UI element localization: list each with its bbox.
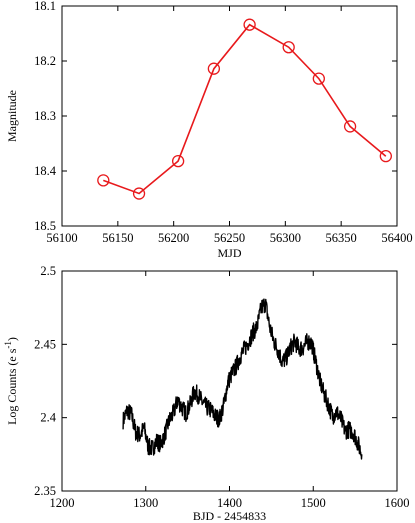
counts-line — [122, 298, 363, 460]
magnitude-point — [282, 41, 295, 54]
magnitude-line — [103, 23, 387, 195]
y-tick-label: 18.2 — [34, 54, 56, 68]
magnitude-point — [97, 174, 110, 187]
y-tick-label: 2.5 — [40, 264, 56, 278]
x-tick-label: 56100 — [46, 231, 77, 245]
x-tick-label: 56350 — [326, 231, 357, 245]
counts-y-axis-label-main: Log Counts (e — [5, 356, 19, 425]
magnitude-point — [243, 18, 256, 31]
magnitude-point — [379, 149, 392, 163]
magnitude-series — [97, 18, 392, 200]
y-tick-label: 2.45 — [34, 337, 56, 351]
magnitude-y-axis-label: Magnitude — [5, 90, 19, 142]
x-tick-label: 56400 — [381, 231, 412, 245]
counts-x-axis-label: BJD - 2454833 — [193, 509, 266, 523]
magnitude-point — [132, 187, 146, 200]
magnitude-point — [343, 120, 357, 133]
counts-y-axis-label-unit: s — [5, 348, 19, 353]
counts-panel: 1200 1300 1400 1500 1600 2.35 2.4 2.45 2.5 BJD -… — [3, 264, 410, 523]
magnitude-plot-frame — [61, 5, 398, 227]
x-tick-label: 1300 — [133, 496, 158, 510]
magnitude-point — [312, 72, 325, 85]
x-tick-label: 1400 — [217, 496, 242, 510]
y-tick-label: 18.4 — [34, 164, 57, 178]
x-tick-label: 1500 — [301, 496, 326, 510]
y-tick-label: 2.4 — [40, 411, 56, 425]
y-tick-label: 18.3 — [34, 109, 56, 123]
x-tick-label: 1200 — [50, 496, 75, 510]
x-tick-label: 56250 — [214, 231, 245, 245]
counts-y-axis-label-exponent: -1 — [3, 341, 13, 349]
counts-y-axis-label: Log Counts (e s-1) — [3, 337, 19, 425]
magnitude-x-axis-label: MJD — [217, 246, 241, 260]
counts-axis-ticks: 1200 1300 1400 1500 1600 2.35 2.4 2.45 2.5 — [34, 264, 409, 510]
counts-y-axis-label-close: ) — [5, 337, 19, 341]
y-tick-label: 18.1 — [34, 0, 56, 13]
x-tick-label: 56300 — [270, 231, 301, 245]
y-tick-label: 2.35 — [34, 484, 56, 498]
x-tick-label: 1600 — [385, 496, 410, 510]
magnitude-panel: 56100 56150 56200 56250 56300 56350 56400 18.1 1… — [5, 0, 413, 260]
y-tick-label: 18.5 — [34, 219, 56, 233]
magnitude-point — [171, 154, 185, 168]
magnitude-point — [207, 62, 221, 75]
x-tick-label: 56150 — [102, 231, 133, 245]
counts-series — [122, 298, 363, 460]
x-tick-label: 56200 — [158, 231, 189, 245]
magnitude-axis-ticks: 56100 56150 56200 56250 56300 56350 56400 18.1 1… — [34, 0, 413, 245]
